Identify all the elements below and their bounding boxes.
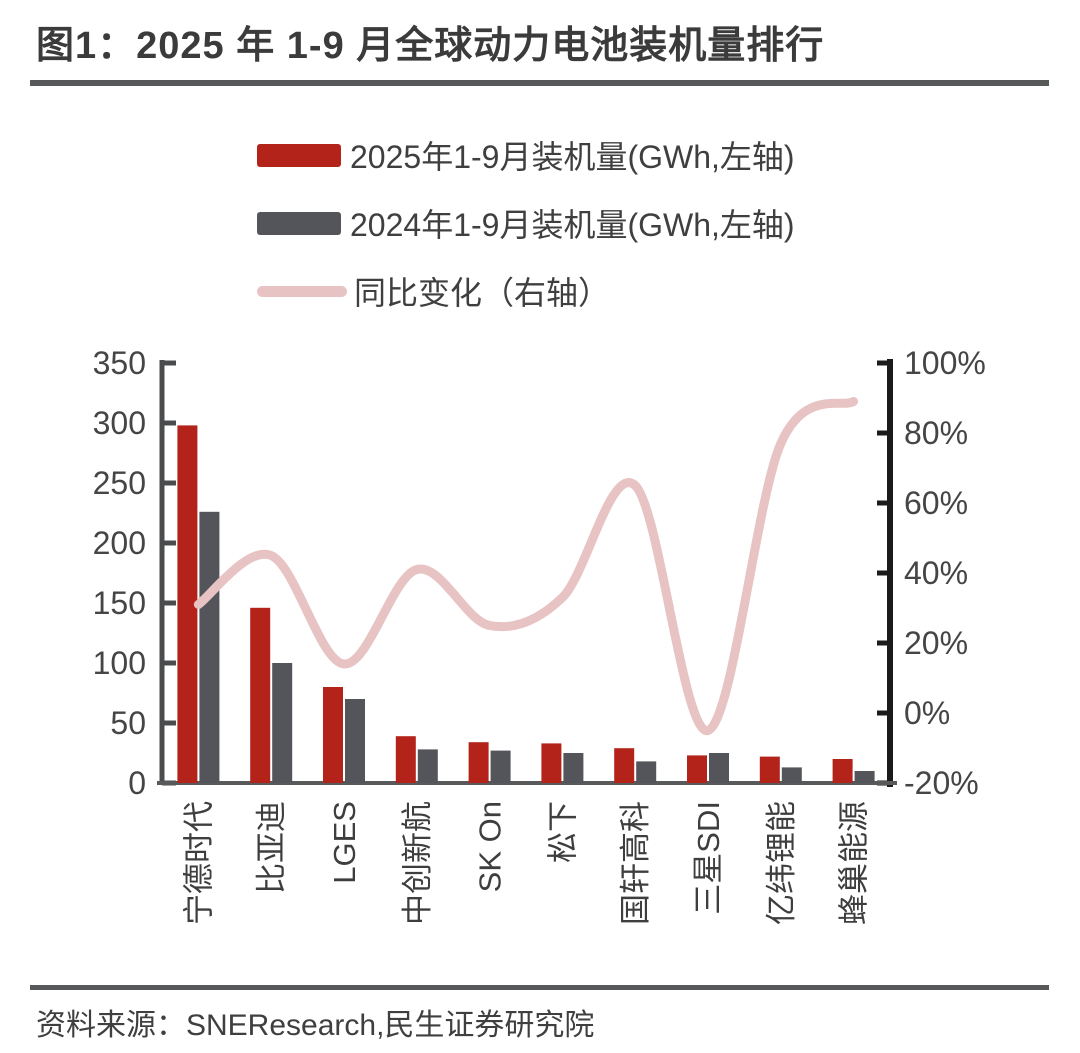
bar (636, 761, 657, 783)
right-axis: -20% 0% 20% 40% 60% 80% 100% (877, 345, 986, 801)
bar (781, 767, 802, 783)
bar (563, 753, 584, 783)
legend-item-yoy: 同比变化（右轴） (257, 272, 795, 311)
svg-text:50: 50 (110, 705, 146, 741)
chart-svg: 0 50 100 150 200 250 300 350 -20% 0% 20% 40% 60% 80% 1… (93, 345, 986, 925)
bar (490, 750, 511, 783)
legend: 2025年1-9月装机量(GWh,左轴) 2024年1-9月装机量(GWh,左轴… (257, 136, 795, 340)
svg-text:80%: 80% (904, 415, 968, 451)
category-label: 比亚迪 (254, 801, 289, 894)
legend-item-2025: 2025年1-9月装机量(GWh,左轴) (257, 136, 795, 175)
svg-text:100: 100 (93, 645, 146, 681)
legend-item-2024: 2024年1-9月装机量(GWh,左轴) (257, 204, 795, 243)
bar (345, 699, 365, 783)
bar (614, 748, 635, 783)
legend-swatch-2024 (257, 211, 341, 235)
yoy-line (193, 397, 859, 735)
x-labels: 宁德时代 比亚迪 LGES 中创新航 SK On 松下 国轩高科 三星SDI 亿纬锂能 蜂巢能源 (181, 801, 871, 925)
legend-label-2024: 2024年1-9月装机量(GWh,左轴) (350, 207, 795, 243)
bar (323, 687, 343, 783)
footer-divider (30, 985, 1049, 990)
svg-text:20%: 20% (904, 625, 968, 661)
legend-label-yoy: 同比变化（右轴） (354, 275, 611, 311)
legend-label-2025: 2025年1-9月装机量(GWh,左轴) (350, 139, 795, 175)
bar (687, 755, 707, 783)
bars-2025 (177, 425, 853, 783)
svg-text:150: 150 (93, 585, 146, 621)
category-label: 三星SDI (691, 801, 726, 915)
bars-2024 (199, 511, 875, 783)
bar (468, 742, 489, 783)
source-note: 资料来源：SNEResearch,民生证券研究院 (36, 1009, 595, 1042)
svg-text:60%: 60% (904, 485, 968, 521)
svg-text:300: 300 (93, 405, 146, 441)
svg-text:-20%: -20% (904, 765, 979, 801)
svg-text:0: 0 (128, 765, 146, 801)
category-label: 国轩高科 (618, 801, 653, 925)
left-axis: 0 50 100 150 200 250 300 350 (93, 345, 176, 801)
bar (854, 771, 875, 783)
category-label: 亿纬锂能 (764, 801, 799, 925)
bar (177, 425, 198, 783)
category-label: 中创新航 (400, 801, 435, 925)
svg-text:40%: 40% (904, 555, 968, 591)
bar (395, 736, 416, 783)
svg-text:0%: 0% (904, 695, 950, 731)
category-label: 松下 (545, 801, 580, 863)
bar (759, 756, 780, 783)
svg-text:100%: 100% (904, 345, 986, 381)
legend-swatch-2025 (257, 143, 341, 167)
category-label: 蜂巢能源 (837, 801, 872, 925)
svg-text:350: 350 (93, 345, 146, 381)
bar (709, 753, 729, 783)
bar (250, 607, 271, 783)
svg-text:250: 250 (93, 465, 146, 501)
bar (199, 511, 220, 783)
category-label: 宁德时代 (181, 801, 216, 925)
bar (832, 759, 853, 783)
category-label: LGES (327, 801, 362, 884)
chart-title: 图1：2025 年 1-9 月全球动力电池装机量排行 (36, 25, 825, 67)
svg-text:200: 200 (93, 525, 146, 561)
bar (272, 663, 293, 783)
title-divider (30, 80, 1049, 86)
category-label: SK On (473, 801, 508, 892)
bar (541, 743, 562, 783)
legend-swatch-yoy-line (257, 285, 347, 297)
bar (417, 749, 438, 783)
